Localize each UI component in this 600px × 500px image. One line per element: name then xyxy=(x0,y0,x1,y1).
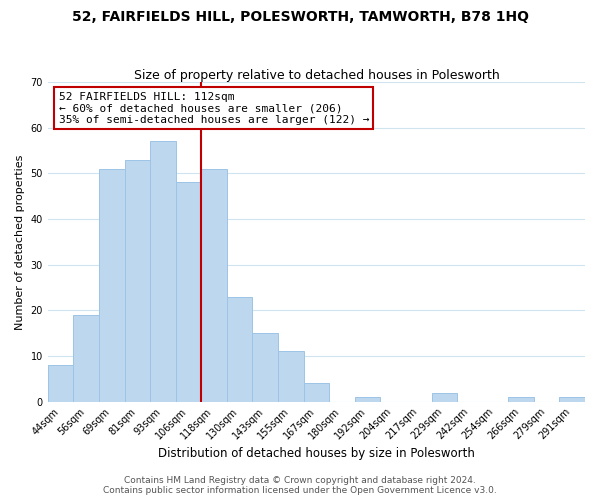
X-axis label: Distribution of detached houses by size in Polesworth: Distribution of detached houses by size … xyxy=(158,447,475,460)
Bar xyxy=(355,397,380,402)
Bar xyxy=(73,315,99,402)
Bar xyxy=(227,296,253,402)
Bar xyxy=(559,397,585,402)
Y-axis label: Number of detached properties: Number of detached properties xyxy=(15,154,25,330)
Text: 52 FAIRFIELDS HILL: 112sqm
← 60% of detached houses are smaller (206)
35% of sem: 52 FAIRFIELDS HILL: 112sqm ← 60% of deta… xyxy=(59,92,369,125)
Title: Size of property relative to detached houses in Polesworth: Size of property relative to detached ho… xyxy=(134,69,499,82)
Bar xyxy=(508,397,534,402)
Bar xyxy=(278,352,304,402)
Bar xyxy=(304,384,329,402)
Bar xyxy=(48,365,73,402)
Bar xyxy=(431,392,457,402)
Bar xyxy=(125,160,150,402)
Bar xyxy=(253,333,278,402)
Bar xyxy=(99,169,125,402)
Text: 52, FAIRFIELDS HILL, POLESWORTH, TAMWORTH, B78 1HQ: 52, FAIRFIELDS HILL, POLESWORTH, TAMWORT… xyxy=(71,10,529,24)
Text: Contains HM Land Registry data © Crown copyright and database right 2024.
Contai: Contains HM Land Registry data © Crown c… xyxy=(103,476,497,495)
Bar xyxy=(150,142,176,402)
Bar xyxy=(201,169,227,402)
Bar xyxy=(176,182,201,402)
